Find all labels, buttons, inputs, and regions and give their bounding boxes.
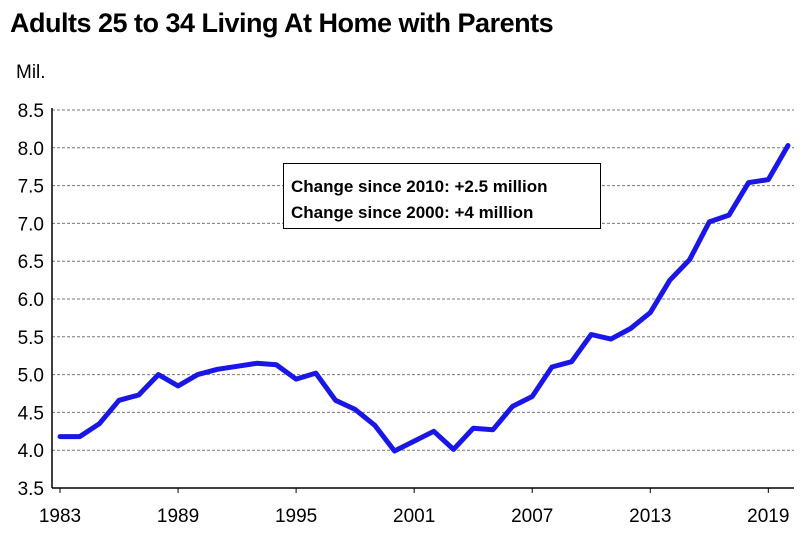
series-line bbox=[57, 143, 791, 454]
x-tick-label: 1983 bbox=[39, 506, 81, 527]
gridlines bbox=[52, 109, 794, 451]
y-tick-label: 4.5 bbox=[18, 403, 44, 424]
x-axis-ticks: 1983 1989 1995 2001 2007 2013 2019 bbox=[39, 488, 789, 527]
y-tick-label: 7.0 bbox=[18, 214, 44, 235]
y-tick-label: 5.0 bbox=[18, 366, 44, 387]
x-tick-label: 2007 bbox=[511, 506, 553, 527]
y-axis-unit-label: Mil. bbox=[16, 62, 46, 83]
series-layer bbox=[57, 143, 791, 454]
annotation-change-since-2010: Change since 2010: +2.5 million bbox=[291, 177, 548, 196]
x-tick-label: 1989 bbox=[157, 506, 199, 527]
chart-title: Adults 25 to 34 Living At Home with Pare… bbox=[10, 8, 554, 38]
x-tick-label: 2013 bbox=[629, 506, 671, 527]
y-tick-label: 8.0 bbox=[18, 139, 44, 160]
y-tick-label: 3.5 bbox=[18, 479, 44, 500]
annotation-box: Change since 2010: +2.5 million Change s… bbox=[283, 163, 601, 229]
x-tick-label: 2019 bbox=[747, 506, 789, 527]
axes bbox=[51, 108, 794, 489]
y-axis-ticks: 3.5 4.0 4.5 5.0 5.5 6.0 6.5 7.0 7.5 8.0 8.5 bbox=[18, 101, 44, 500]
y-tick-label: 6.5 bbox=[18, 252, 44, 273]
x-tick-label: 2001 bbox=[393, 506, 435, 527]
y-tick-label: 4.0 bbox=[18, 441, 44, 462]
y-tick-label: 7.5 bbox=[18, 177, 44, 198]
annotation-change-since-2000: Change since 2000: +4 million bbox=[291, 203, 534, 222]
y-tick-label: 5.5 bbox=[18, 328, 44, 349]
x-tick-label: 1995 bbox=[275, 506, 317, 527]
y-tick-label: 6.0 bbox=[18, 290, 44, 311]
y-tick-label: 8.5 bbox=[18, 101, 44, 122]
